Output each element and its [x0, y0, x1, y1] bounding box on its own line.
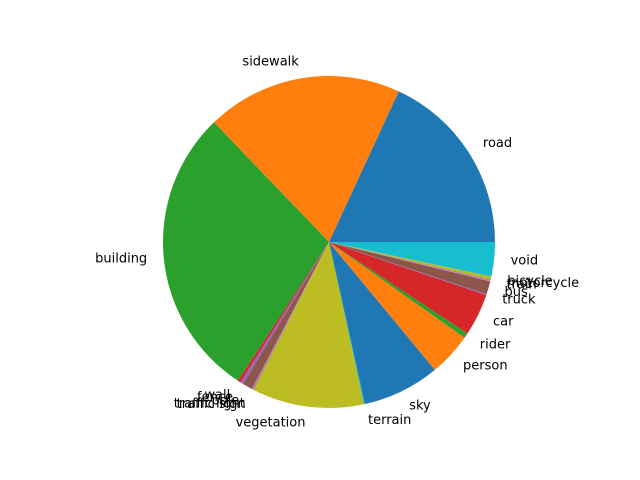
slice-label: sidewalk	[242, 54, 299, 69]
slice-label: car	[493, 315, 514, 330]
slice-label: road	[483, 136, 512, 151]
slice-label: traffic sign	[177, 397, 246, 412]
slice-label: terrain	[368, 413, 411, 428]
slice-label: void	[511, 254, 539, 269]
slice-label: vegetation	[236, 416, 306, 431]
slice-label: rider	[480, 338, 511, 353]
slice-label: person	[463, 359, 508, 374]
slice-label: building	[95, 251, 147, 266]
slice-label: bicycle	[507, 274, 552, 289]
slice-label: sky	[409, 399, 431, 414]
pie-slices	[163, 76, 495, 408]
